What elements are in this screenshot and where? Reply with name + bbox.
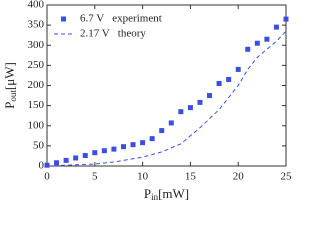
x-tick-label: 10 <box>137 171 149 183</box>
data-point <box>207 93 213 99</box>
y-tick-label: 350 <box>28 19 45 31</box>
y-tick-label: 200 <box>28 79 45 91</box>
legend-marker <box>61 16 66 22</box>
x-label-unit: [mW] <box>158 186 189 201</box>
y-tick-label: 50 <box>33 139 45 151</box>
y-label-main: P <box>2 102 17 109</box>
data-point <box>168 120 174 126</box>
data-point <box>226 76 232 82</box>
page: {"chart_data": {"type": "scatter", "x_la… <box>1 0 293 203</box>
chart: 0 5 10 15 20 25050100150200250300350400Pin[mW… <box>2 0 293 202</box>
data-point <box>54 160 60 166</box>
data-point <box>197 99 203 105</box>
y-label-unit: [μW] <box>2 62 17 90</box>
y-label-sub: out <box>8 90 18 102</box>
x-tick-label: 0 <box>44 171 50 183</box>
data-point <box>273 24 279 30</box>
data-point <box>254 40 260 46</box>
data-point <box>101 148 107 154</box>
x-tick-label: 5 <box>92 171 98 183</box>
data-point <box>187 105 193 111</box>
data-point <box>149 136 155 142</box>
legend-label: 6.7 V experiment <box>80 13 162 25</box>
data-point <box>245 46 251 52</box>
data-point <box>130 142 136 148</box>
data-point <box>63 157 69 163</box>
data-point <box>159 128 165 134</box>
data-point <box>82 153 88 159</box>
data-point <box>140 140 146 146</box>
y-tick-label: 250 <box>28 59 45 71</box>
theory-line <box>46 30 287 167</box>
data-point <box>264 36 270 42</box>
y-tick-label: 0 <box>39 160 45 172</box>
y-tick-label: 400 <box>28 0 45 11</box>
y-axis-label: Pout[μW] <box>2 62 18 109</box>
legend-label: 2.17 V theory <box>80 28 146 40</box>
data-point <box>283 16 289 22</box>
data-point <box>178 109 184 115</box>
y-tick-label: 300 <box>28 39 45 51</box>
data-point <box>235 66 241 72</box>
x-label-sub: in <box>151 192 159 202</box>
data-point <box>111 146 117 152</box>
data-point <box>73 155 79 161</box>
x-tick-label: 15 <box>185 171 197 183</box>
data-point <box>44 162 50 168</box>
data-point <box>216 80 222 86</box>
y-tick-label: 100 <box>28 119 45 131</box>
y-tick-label: 150 <box>28 99 45 111</box>
x-label-main: P <box>144 186 151 201</box>
data-point <box>120 144 126 150</box>
data-point <box>92 150 98 156</box>
x-tick-label: 25 <box>281 171 293 183</box>
x-tick-label: 20 <box>233 171 245 183</box>
x-axis-label: Pin[mW] <box>144 186 189 202</box>
